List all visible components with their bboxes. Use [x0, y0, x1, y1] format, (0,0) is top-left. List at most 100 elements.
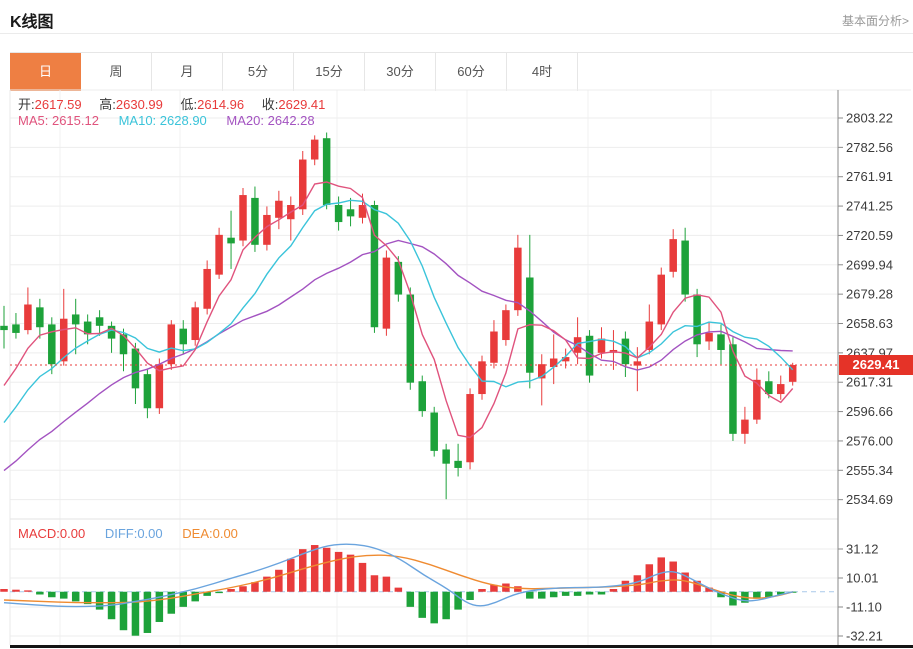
macd-bar — [466, 591, 474, 600]
tab-month[interactable]: 月 — [152, 53, 223, 91]
candle-body — [0, 325, 8, 331]
macd-bar — [561, 591, 570, 596]
candle-body — [478, 361, 486, 395]
candle-body — [777, 384, 785, 395]
candle-body — [36, 307, 44, 328]
tab-15min[interactable]: 15分 — [294, 53, 365, 91]
candles[interactable] — [0, 132, 797, 500]
price-tick-label: 2534.69 — [846, 492, 893, 507]
price-tick-label: 2596.66 — [846, 404, 893, 419]
candle-body — [633, 361, 642, 366]
macd-bar — [526, 591, 534, 599]
candle-body — [538, 364, 546, 379]
tab-5min[interactable]: 5分 — [223, 53, 294, 91]
macd-bar — [119, 591, 128, 631]
candle-body — [681, 240, 689, 295]
candle-body — [585, 335, 594, 376]
macd-bar — [633, 575, 642, 592]
candle-body — [753, 379, 761, 420]
candle-body — [322, 138, 331, 206]
price-tick-label: 2741.25 — [846, 199, 893, 214]
macd-axis: 31.12 10.01 -11.10 -32.21 — [838, 542, 883, 644]
macd-bar — [717, 591, 725, 598]
candle-body — [71, 314, 80, 325]
macd-tick-label: -11.10 — [846, 600, 882, 615]
macd-bar — [370, 575, 379, 592]
macd-bar — [60, 591, 68, 599]
tab-60min[interactable]: 60分 — [436, 53, 507, 91]
macd-bar — [334, 551, 343, 592]
macd-bar — [705, 587, 713, 592]
macd-tick-label: 10.01 — [846, 571, 879, 586]
macd-bar — [549, 591, 558, 598]
macd-bar — [681, 572, 689, 592]
candle-body — [24, 304, 32, 331]
candle-body — [741, 419, 749, 434]
macd-bar — [597, 591, 606, 595]
candle-body — [669, 239, 677, 272]
candle-body — [406, 294, 415, 383]
macd-bar — [71, 591, 80, 602]
macd-bar — [12, 589, 20, 592]
candle-body — [346, 209, 355, 217]
candlestick-chart[interactable]: 2803.22 2782.56 2761.91 2741.25 2720.59 2699.… — [0, 88, 913, 649]
candle-body — [95, 317, 104, 326]
macd-bar — [0, 589, 8, 592]
price-tick-label: 2576.00 — [846, 433, 893, 448]
candle-body — [645, 321, 654, 350]
candle-body — [334, 205, 343, 223]
candle-body — [203, 268, 211, 309]
gridlines — [9, 89, 911, 645]
tab-30min[interactable]: 30分 — [365, 53, 436, 91]
candle-body — [179, 328, 187, 345]
ma5-value: MA5: 2615.12 — [18, 113, 99, 128]
candle-body — [621, 338, 630, 365]
ma5-line — [3, 181, 794, 439]
macd-bar — [275, 569, 283, 592]
macd-bar — [227, 589, 235, 592]
page-title: K线图 — [10, 14, 54, 31]
macd-bar — [83, 591, 92, 605]
interval-tabbar: 日 周 月 5分 15分 30分 60分 4时 — [10, 52, 913, 91]
macd-bar — [430, 591, 438, 624]
macd-bar — [753, 591, 761, 599]
candle-body — [549, 358, 558, 368]
candle-body — [382, 257, 391, 329]
tab-week[interactable]: 周 — [81, 53, 152, 91]
candle-body — [83, 321, 92, 335]
ma10-value: MA10: 2628.90 — [118, 113, 207, 128]
price-tick-label: 2803.22 — [846, 111, 893, 126]
macd-bar — [669, 561, 677, 592]
macd-bar — [693, 580, 701, 592]
candle-body — [370, 205, 379, 328]
macd-bar — [442, 591, 450, 620]
macd-bar — [24, 590, 32, 592]
price-tick-label: 2679.28 — [846, 287, 893, 302]
tab-4hour[interactable]: 4时 — [507, 53, 578, 91]
macd-bar — [490, 584, 498, 592]
candle-body — [657, 274, 665, 325]
tab-day[interactable]: 日 — [10, 53, 81, 91]
high-value: 高:2630.99 — [99, 97, 163, 112]
ohlc-info-row: 开:2617.59 高:2630.99 低:2614.96 收:2629.41 — [18, 94, 339, 113]
macd-bar — [538, 591, 546, 599]
diff-line — [3, 543, 794, 608]
price-tick-label: 2555.34 — [846, 463, 893, 478]
macd-bar — [765, 591, 773, 598]
bottom-border — [10, 645, 913, 648]
candle-body — [12, 324, 20, 333]
fundamental-analysis-link[interactable]: 基本面分析> — [841, 14, 909, 28]
candle-body — [299, 159, 307, 210]
macd-bar — [191, 591, 199, 602]
ma20-value: MA20: 2642.28 — [226, 113, 315, 128]
macd-bar — [382, 576, 391, 592]
candle-body — [442, 449, 450, 464]
open-value: 开:2617.59 — [18, 97, 82, 112]
candle-body — [191, 307, 199, 341]
candle-body — [119, 334, 128, 355]
price-tick-label: 2761.91 — [846, 169, 893, 184]
macd-bar — [406, 591, 415, 607]
candle-body — [131, 348, 140, 389]
diff-value: DIFF:0.00 — [104, 526, 163, 541]
candle-body — [227, 237, 235, 244]
